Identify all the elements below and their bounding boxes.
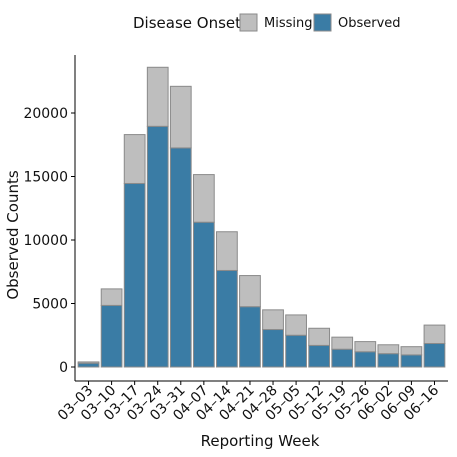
bars-layer <box>77 66 446 368</box>
y-tick-label: 0 <box>59 360 68 376</box>
legend-swatch-missing <box>239 13 258 32</box>
bar-observed-05–05 <box>285 334 307 368</box>
bar-observed-04–14 <box>216 269 238 368</box>
bar-missing-04–21 <box>239 275 261 308</box>
bar-observed-03–24 <box>146 125 169 368</box>
bar-missing-05–26 <box>354 341 377 353</box>
bar-missing-06–02 <box>377 344 400 355</box>
bar-missing-03–03 <box>77 361 100 364</box>
bar-missing-05–19 <box>331 336 354 350</box>
bar-missing-06–16 <box>423 324 446 345</box>
bar-missing-04–14 <box>216 231 238 271</box>
bar-observed-03–03 <box>77 362 100 368</box>
legend-label-observed: Observed <box>338 16 401 31</box>
x-axis-ticks: 03–0303–1003–1703–2403–3104–0704–1404–21… <box>55 381 442 424</box>
bar-missing-03–24 <box>146 66 169 127</box>
y-axis-title: Observed Counts <box>4 170 22 299</box>
bar-missing-03–17 <box>123 134 146 184</box>
bar-observed-03–31 <box>169 147 192 368</box>
bar-missing-03–10 <box>100 288 123 306</box>
y-tick-label: 10000 <box>23 233 68 249</box>
bar-missing-04–07 <box>192 174 215 223</box>
bar-observed-04–28 <box>262 329 284 368</box>
y-tick-label: 15000 <box>23 170 68 186</box>
bar-observed-05–19 <box>331 348 354 368</box>
y-tick-label: 5000 <box>32 297 68 313</box>
bar-missing-05–12 <box>308 327 331 346</box>
bar-observed-06–09 <box>400 354 423 368</box>
bar-observed-03–17 <box>123 182 146 368</box>
bar-observed-06–02 <box>377 353 400 368</box>
bar-observed-05–12 <box>308 344 331 368</box>
legend-label-missing: Missing <box>264 16 312 31</box>
bar-missing-06–09 <box>400 346 423 356</box>
bar-observed-03–10 <box>100 304 123 368</box>
legend-swatch-observed <box>313 13 332 32</box>
bar-missing-03–31 <box>169 85 192 149</box>
bar-observed-04–07 <box>192 221 215 368</box>
x-axis-title: Reporting Week <box>201 432 320 450</box>
bar-missing-04–28 <box>262 309 284 331</box>
bar-observed-06–16 <box>423 343 446 368</box>
bar-observed-05–26 <box>354 351 377 368</box>
y-tick-label: 20000 <box>23 106 68 122</box>
legend-title: Disease Onset <box>133 14 241 32</box>
y-axis-ticks: 0 5000 10000 15000 20000 <box>23 106 75 376</box>
bar-observed-04–21 <box>239 306 261 368</box>
legend: Disease Onset Missing Observed <box>133 13 401 32</box>
bar-missing-05–05 <box>285 314 307 336</box>
